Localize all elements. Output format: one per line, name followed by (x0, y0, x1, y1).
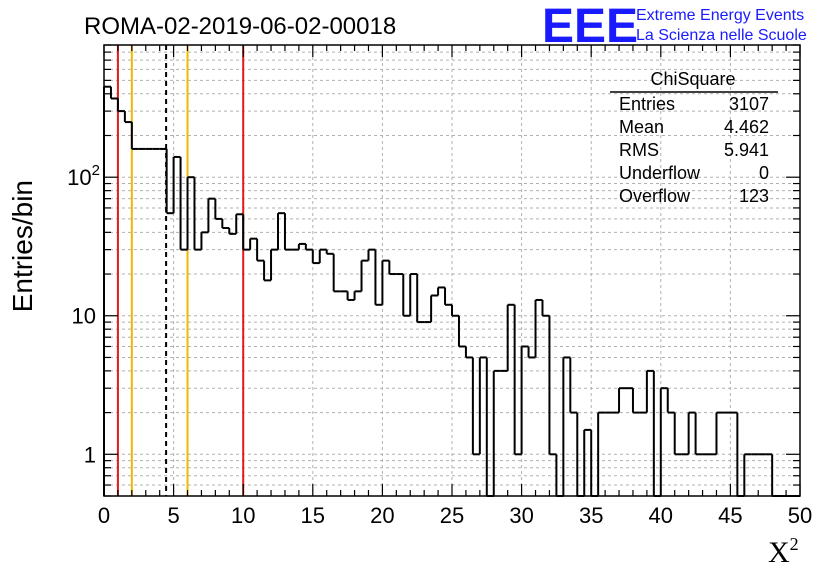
stats-label-entries: Entries (619, 94, 675, 114)
axes: 0 5 10 15 20 25 30 35 40 45 50 1 10 102 (67, 44, 812, 528)
x-tick-label: 30 (509, 503, 533, 528)
x-tick-label: 15 (301, 503, 325, 528)
y-tick-label: 102 (67, 162, 100, 190)
stats-label-overflow: Overflow (619, 186, 691, 206)
x-tick-label: 20 (370, 503, 394, 528)
stats-value-mean: 4.462 (724, 117, 769, 137)
x-tick-label: 40 (649, 503, 673, 528)
stats-value-overflow: 123 (739, 186, 769, 206)
eee-logo-line2: La Scienza nelle Scuole (636, 27, 807, 44)
stats-label-underflow: Underflow (619, 163, 701, 183)
x-tick-label: 0 (98, 503, 110, 528)
stats-box-title: ChiSquare (650, 69, 735, 89)
eee-logo-mark: EEE (542, 0, 638, 53)
x-axis-title: X2 (768, 534, 799, 569)
stats-box: ChiSquare Entries 3107 Mean 4.462 RMS 5.… (610, 69, 778, 206)
stats-label-mean: Mean (619, 117, 664, 137)
x-tick-label: 35 (579, 503, 603, 528)
reference-lines (116, 45, 245, 496)
stats-value-entries: 3107 (729, 94, 769, 114)
eee-logo-line1: Extreme Energy Events (636, 7, 804, 24)
x-tick-label: 50 (788, 503, 812, 528)
chart-title: ROMA-02-2019-06-02-00018 (84, 13, 396, 40)
stats-value-rms: 5.941 (724, 140, 769, 160)
y-tick-label: 10 (72, 304, 96, 329)
histogram-series (103, 85, 800, 497)
stats-value-underflow: 0 (759, 163, 769, 183)
x-tick-label: 10 (231, 503, 255, 528)
x-tick-label: 5 (167, 503, 179, 528)
eee-logo: EEE Extreme Energy Events La Scienza nel… (542, 0, 807, 53)
y-axis-title: Entries/bin (7, 180, 38, 312)
x-tick-label: 25 (440, 503, 464, 528)
x-tick-label: 45 (718, 503, 742, 528)
y-tick-label: 1 (84, 442, 96, 467)
stats-label-rms: RMS (619, 140, 659, 160)
